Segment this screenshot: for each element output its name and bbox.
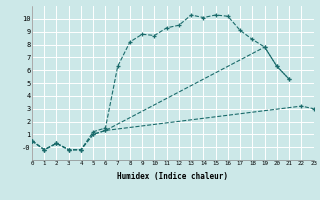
- X-axis label: Humidex (Indice chaleur): Humidex (Indice chaleur): [117, 172, 228, 181]
